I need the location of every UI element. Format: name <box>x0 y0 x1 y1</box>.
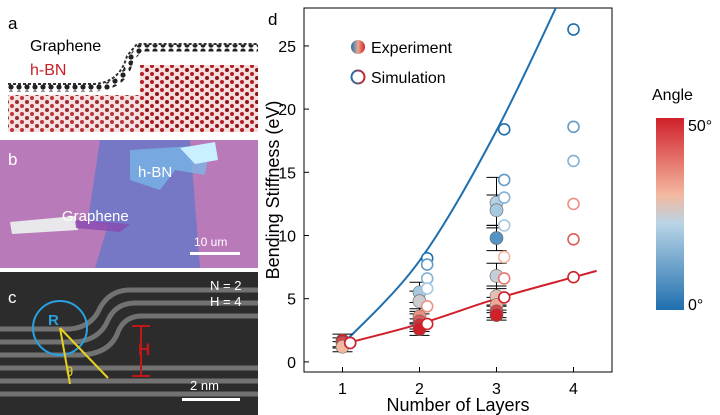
simulation-point <box>567 197 580 211</box>
simulation-point <box>567 120 580 134</box>
panel-b-label: b <box>8 150 18 169</box>
simulation-point <box>497 123 511 136</box>
x-tick-label: 3 <box>492 381 501 398</box>
hbn-label: h-BN <box>30 62 67 79</box>
height-label: H <box>138 340 151 359</box>
simulation-point <box>567 232 580 246</box>
x-tick-label: 1 <box>338 381 347 398</box>
simulation-point <box>420 258 434 271</box>
graphene-sheet <box>8 44 258 92</box>
simulation-point <box>497 219 511 232</box>
simulation-point <box>420 317 434 331</box>
y-tick-label: 10 <box>278 229 296 246</box>
legend-simulation: Simulation <box>371 70 446 87</box>
panel-b: b h-BN Graphene 10 um <box>0 140 258 268</box>
simulation-point <box>420 299 434 313</box>
graphene-flake-label: Graphene <box>62 208 129 225</box>
plot-frame <box>303 7 613 373</box>
scale-bar <box>182 398 240 401</box>
simulation-point <box>567 154 580 168</box>
simulation-point <box>567 23 580 36</box>
y-tick-label: 0 <box>287 355 296 372</box>
radius-label: R <box>48 312 59 329</box>
fit-line-blue <box>341 8 557 345</box>
simulation-point <box>497 250 511 264</box>
tem-image <box>0 287 258 401</box>
simulation-point <box>497 191 511 204</box>
y-tick-label: 20 <box>278 102 296 119</box>
fit-line-red <box>342 269 597 346</box>
y-axis-label: Bending Stiffness (eV) <box>263 101 283 280</box>
tem-scale-label: 2 nm <box>190 378 219 393</box>
legend: Experiment Simulation <box>350 40 452 87</box>
experiment-point <box>489 308 504 322</box>
colorbar-gradient <box>656 118 684 310</box>
colorbar-max: 50° <box>688 118 712 135</box>
colorbar-title: Angle <box>652 87 693 104</box>
curvature-circle <box>32 300 88 356</box>
simulation-point <box>497 173 511 187</box>
x-tick-label: 2 <box>415 381 424 398</box>
hbn-flake-label: h-BN <box>138 164 173 181</box>
step-height: H = 4 <box>210 294 242 309</box>
y-tick-label: 15 <box>278 165 296 182</box>
y-tick-label: 25 <box>278 39 296 56</box>
scale-bar <box>190 252 240 255</box>
legend-experiment-marker <box>351 40 365 54</box>
colorbar-min: 0° <box>688 297 703 314</box>
simulation-point <box>420 282 434 295</box>
colorbar: Angle 50° 0° <box>652 87 712 314</box>
optical-micrograph <box>10 140 240 268</box>
theta-label: θ <box>66 364 74 379</box>
angle-lines <box>59 327 109 385</box>
simulation-point <box>343 336 357 350</box>
experiment-point <box>489 203 504 218</box>
graphene-hbn-model <box>8 43 258 132</box>
bending-stiffness-chart: 1 2 3 4 0 5 10 15 20 25 Number of Layers Bending … <box>263 7 712 415</box>
simulation-point <box>497 291 511 304</box>
x-axis-label: Number of Layers <box>386 395 529 415</box>
panel-c-label: c <box>8 288 17 307</box>
simulation-point <box>497 272 511 285</box>
legend-experiment: Experiment <box>371 40 452 57</box>
height-marker <box>132 325 150 377</box>
panel-d-label: d <box>268 10 278 29</box>
legend-simulation-marker <box>350 69 366 85</box>
simulation-point <box>567 270 580 284</box>
hbn-upper-step <box>140 65 258 132</box>
y-tick-label: 5 <box>287 292 296 309</box>
panel-a: a Graphene h-BN <box>0 0 258 136</box>
x-tick-label: 4 <box>569 381 578 398</box>
experiment-point <box>489 231 504 245</box>
layer-count: N = 2 <box>210 278 242 293</box>
hbn-lower-terrace <box>8 95 150 132</box>
panel-c: c N = 2 H = 4 R θ H 2 nm <box>0 272 258 415</box>
panel-d: d 1 2 3 4 0 5 10 15 20 25 Number of La <box>258 0 720 415</box>
graphene-label: Graphene <box>30 38 102 55</box>
scale-bar-label: 10 um <box>194 235 228 249</box>
panel-a-label: a <box>8 14 18 33</box>
